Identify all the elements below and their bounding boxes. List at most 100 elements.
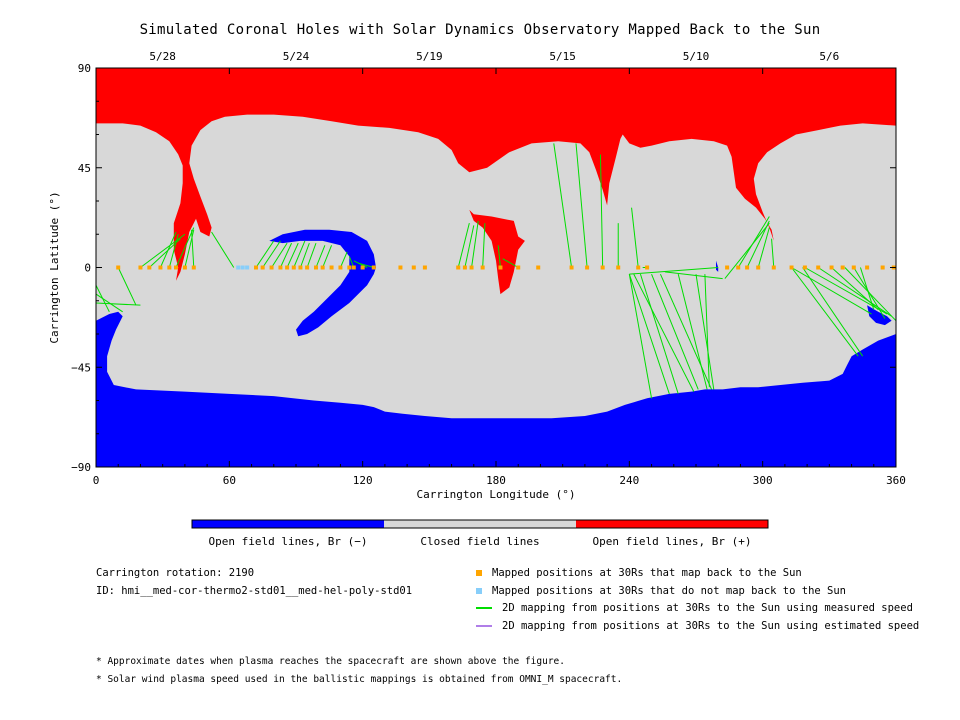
mapped-point-0-30 (480, 265, 485, 270)
mapping-line-2-17 (293, 240, 306, 268)
mapping-line-2-16 (286, 242, 299, 268)
axes-layer: 0 60 120 180 240 300 360 −90 −45 0 45 90 5/28 5/24 5/1… (48, 50, 906, 501)
mapped-point-1-2 (245, 265, 250, 270)
colorbar-segment-1 (384, 520, 576, 528)
mapped-point-0-50 (851, 265, 856, 270)
legend-line-purple (476, 625, 492, 627)
mapping-line-2-12 (255, 240, 275, 268)
mapped-point-0-43 (756, 265, 761, 270)
mapping-line-2-43 (629, 267, 719, 275)
x-tick-label-6: 360 (886, 474, 906, 487)
colorbar-label-0: Open field lines, Br (−) (209, 535, 368, 548)
mapping-line-2-55 (804, 267, 888, 315)
legend-item-mapped-back: Mapped positions at 30Rs that map back t… (476, 567, 802, 579)
coronal-hole-region-5 (716, 260, 719, 272)
mapped-point-0-16 (314, 265, 318, 270)
coronal-hole-region-3 (96, 311, 896, 467)
legend-label: Mapped positions at 30Rs that map back t… (492, 567, 802, 579)
mapping-line-2-56 (817, 267, 892, 317)
date-tick-label-1: 5/24 (283, 50, 310, 63)
y-tick-label-4: 90 (78, 62, 91, 75)
legend-label: Mapped positions at 30Rs that do not map… (492, 585, 847, 597)
mapping-line-2-42 (724, 222, 770, 279)
legend-line-green (476, 607, 492, 609)
carrington-rotation-text: Carrington rotation: 2190 (96, 567, 255, 579)
mapping-line-2-13 (262, 240, 281, 268)
mapped-point-0-34 (569, 265, 574, 270)
mapped-point-0-26 (422, 265, 427, 270)
mapping-line-2-40 (757, 227, 770, 268)
mapping-line-2-21 (322, 245, 333, 268)
coronal-hole-region-0 (96, 68, 896, 281)
mapping-line-2-27 (464, 225, 475, 268)
mapped-point-0-4 (167, 265, 172, 270)
y-tick-label-3: 45 (78, 162, 91, 175)
mapped-point-0-15 (305, 265, 310, 270)
colorbar-label-1: Closed field lines (420, 535, 539, 548)
mapped-point-0-2 (147, 265, 152, 270)
mapped-point-0-28 (462, 265, 467, 270)
mapped-point-0-31 (498, 265, 503, 270)
mapped-point-0-46 (802, 265, 807, 270)
mapped-point-0-25 (411, 265, 416, 270)
mapping-line-2-50 (677, 274, 708, 390)
y-tick-label-1: −45 (71, 361, 91, 374)
legend-label: 2D mapping from positions at 30Rs to the… (502, 620, 920, 632)
legend-item-estimated-speed: 2D mapping from positions at 30Rs to the… (476, 620, 919, 632)
x-tick-label-0: 0 (93, 474, 100, 487)
mapped-point-0-0 (116, 265, 121, 270)
mapped-point-0-11 (278, 265, 283, 270)
legend-square-orange (476, 570, 482, 576)
mapping-line-2-62 (802, 267, 864, 357)
mapped-point-0-51 (865, 265, 870, 270)
colorbar-segment-0 (192, 520, 384, 528)
y-axis-label: Carrington Latitude (°) (48, 191, 61, 343)
coronal-hole-region-1 (469, 209, 525, 295)
x-tick-label-4: 240 (619, 474, 639, 487)
mapping-line-2-20 (315, 245, 326, 268)
mapped-point-0-18 (329, 265, 334, 270)
mapped-point-0-29 (469, 265, 474, 270)
mapped-point-0-7 (191, 265, 196, 270)
mapped-point-0-42 (745, 265, 750, 270)
colorbar-segment-2 (576, 520, 768, 528)
mapping-line-2-29 (482, 223, 486, 268)
mapped-point-0-21 (351, 265, 356, 270)
legend-item-not-mapped: Mapped positions at 30Rs that do not map… (476, 585, 846, 597)
mapping-line-2-52 (704, 274, 710, 388)
coronal-hole-region-2 (269, 229, 376, 337)
mapping-line-2-3 (95, 293, 123, 313)
mapping-line-2-15 (279, 242, 293, 268)
mapping-line-2-28 (471, 220, 479, 268)
colorbar-frame (191, 519, 769, 529)
mapped-point-0-48 (829, 265, 834, 270)
mapped-point-0-17 (320, 265, 325, 270)
note-dates: * Approximate dates when plasma reaches … (96, 656, 565, 667)
mapping-line-2-11 (211, 231, 235, 268)
mapped-point-0-52 (880, 265, 885, 270)
legend-square-lightblue (476, 588, 482, 594)
mapping-line-2-30 (497, 245, 501, 268)
y-tick-label-2: 0 (84, 262, 91, 275)
mapping-line-2-44 (664, 271, 723, 280)
mapped-point-0-6 (182, 265, 187, 270)
date-tick-label-0: 5/28 (149, 50, 176, 63)
mapped-point-0-33 (536, 265, 541, 270)
mapped-point-0-37 (616, 265, 621, 270)
legend-item-measured-speed: 2D mapping from positions at 30Rs to the… (476, 602, 913, 614)
mapped-point-0-45 (789, 265, 794, 270)
mapped-point-0-47 (816, 265, 821, 270)
mapped-point-0-14 (298, 265, 303, 270)
mapping-line-2-18 (299, 242, 310, 268)
mapped-point-0-5 (174, 265, 178, 270)
mapping-line-2-10 (191, 229, 195, 268)
note-speed-source: * Solar wind plasma speed used in the ba… (96, 674, 623, 685)
mapped-point-0-35 (585, 265, 590, 270)
coronal-hole-map: 0 60 120 180 240 300 360 −90 −45 0 45 90 5/28 5/24 5/1… (48, 50, 906, 548)
chart-title: Simulated Coronal Holes with Solar Dynam… (139, 22, 821, 38)
mapping-line-2-26 (457, 223, 470, 268)
mapped-point-0-27 (456, 265, 461, 270)
y-tick-label-0: −90 (71, 461, 91, 474)
mapping-line-2-57 (831, 267, 879, 310)
legend-label: 2D mapping from positions at 30Rs to the… (502, 602, 913, 614)
